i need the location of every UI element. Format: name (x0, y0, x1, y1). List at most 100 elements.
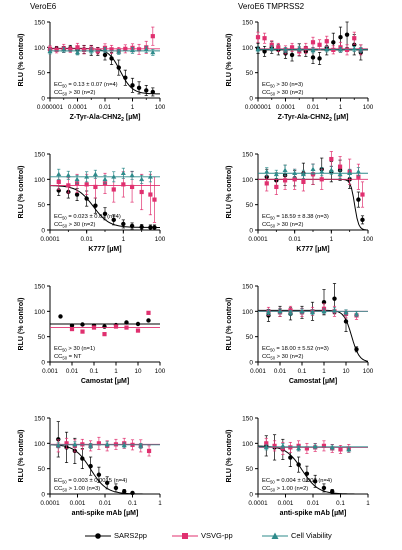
y-tick-label: 150 (242, 284, 253, 291)
data-point (338, 447, 343, 452)
x-tick-label: 0.01 (66, 368, 79, 375)
data-point (80, 442, 85, 447)
y-tick-label: 150 (242, 416, 253, 423)
data-point (280, 443, 286, 448)
annotation-subscript: 50 (270, 216, 275, 221)
data-point (310, 40, 316, 45)
y-tick-label: 0 (41, 492, 45, 499)
y-tick-label: 150 (34, 20, 45, 27)
data-point (148, 192, 153, 197)
x-tick-label: 0.01 (99, 500, 112, 507)
data-point (321, 485, 327, 491)
x-tick-label: 0.01 (99, 104, 112, 111)
data-point (282, 167, 288, 173)
data-point (122, 489, 127, 494)
annotation-value: = 0.023 ± 0.01 (n=4) (67, 214, 121, 220)
x-tick-label: 1 (339, 104, 343, 111)
y-axis-label: RLU (% control) (226, 34, 233, 87)
data-point (74, 192, 80, 197)
data-point (91, 325, 97, 330)
x-axis-label: Camostat [µM] (289, 378, 337, 385)
annotation: EC50 = 0.023 ± 0.01 (n=4) (54, 214, 121, 221)
data-point (255, 35, 261, 40)
chart-panel-mab-vero: 0 50 100 150 0.0001 0.001 0.01 0.1 1 RLU (% contr… (18, 416, 162, 518)
data-point (72, 441, 78, 447)
annotation-subscript: 50 (270, 356, 275, 361)
chart-panel-k777-vero: 0 50 100 150 0.0001 0.01 1 100 RLU (% control) K7… (18, 152, 166, 254)
data-point (346, 446, 352, 452)
y-tick-label: 50 (38, 466, 46, 473)
x-tick-label: 0.1 (336, 500, 345, 507)
y-axis-label: RLU (% control) (18, 298, 25, 351)
annotation: CC50 > 30 (n=2) (262, 222, 303, 229)
annotation: CC50 > 30 (n=2) (54, 90, 95, 97)
y-tick-label: 50 (38, 202, 46, 209)
x-axis-label: anti-spike mAb [µM] (280, 510, 347, 517)
data-point (120, 170, 126, 176)
x-axis-label-subscript: 2 (329, 117, 332, 123)
x-axis-label: anti-spike mAb [µM] (72, 510, 139, 517)
data-point (123, 75, 128, 80)
y-tick-label: 100 (34, 177, 45, 184)
x-tick-label: 0.001 (278, 500, 294, 507)
data-point (113, 485, 119, 491)
series-sars (49, 185, 161, 231)
x-tick-label: 0.1 (298, 368, 307, 375)
annotation-subscript: 50 (270, 92, 275, 97)
data-point (288, 455, 293, 460)
column-title-veroe6-tmprss2: VeroE6 TMPRSS2 (238, 2, 305, 11)
x-tick-label: 1 (114, 368, 118, 375)
annotation-prefix: EC (262, 82, 270, 88)
x-tick-label: 0.01 (289, 236, 302, 243)
data-point (93, 203, 98, 208)
data-point (84, 182, 89, 187)
annotation-value: = NT (67, 354, 82, 360)
data-point (328, 167, 334, 173)
data-point (304, 446, 309, 451)
x-tick-label: 1 (122, 236, 126, 243)
annotation-subscript: 50 (270, 348, 275, 353)
annotation-prefix: EC (262, 214, 270, 220)
data-point (356, 197, 361, 202)
data-point (113, 324, 119, 329)
data-point (130, 83, 135, 88)
y-tick-label: 100 (34, 45, 45, 52)
data-point (304, 471, 310, 476)
data-point (69, 323, 75, 328)
annotation-subscript: 50 (62, 488, 67, 493)
data-point (129, 223, 135, 229)
x-tick-label: 0.001 (250, 368, 266, 375)
data-point (55, 442, 61, 448)
data-point (337, 171, 343, 177)
legend: SARS2pp VSVG-pp Cell Viability (0, 528, 402, 546)
data-point (337, 164, 343, 169)
annotation-subscript: 50 (270, 480, 275, 485)
data-point (104, 441, 110, 447)
x-tick-label: 100 (155, 368, 166, 375)
y-axis-label: RLU (% control) (226, 430, 233, 483)
x-axis-label: K777 [µM] (296, 246, 329, 253)
data-point (102, 176, 108, 182)
annotation-subscript: 50 (270, 488, 275, 493)
annotation: EC50 = 0.004 ± 0.003 (n=4) (262, 478, 332, 485)
data-point (264, 169, 270, 174)
annotation-value: = 18.00 ± 5.52 (n=3) (275, 346, 329, 352)
data-point (282, 178, 288, 183)
y-axis-label: RLU (% control) (18, 430, 25, 483)
data-point (47, 48, 53, 54)
legend-square-icon (172, 532, 198, 539)
data-point (75, 49, 80, 55)
x-axis-label: Camostat [µM] (81, 378, 129, 385)
annotation-prefix: EC (54, 478, 62, 484)
chart-panel-camostat-tmprss2: 0 50 100 150 0.001 0.01 0.1 1 10 100 RLU (% contro… (226, 283, 374, 385)
data-point (355, 169, 361, 174)
y-axis-label: RLU (% control) (226, 166, 233, 219)
annotation-subscript: 50 (62, 480, 67, 485)
y-tick-label: 50 (246, 466, 254, 473)
y-tick-label: 150 (242, 20, 253, 27)
data-point (330, 489, 335, 494)
x-tick-label: 0.000001 (245, 104, 272, 111)
y-tick-label: 100 (242, 45, 253, 52)
x-tick-label: 1 (131, 104, 135, 111)
data-point (310, 166, 316, 171)
